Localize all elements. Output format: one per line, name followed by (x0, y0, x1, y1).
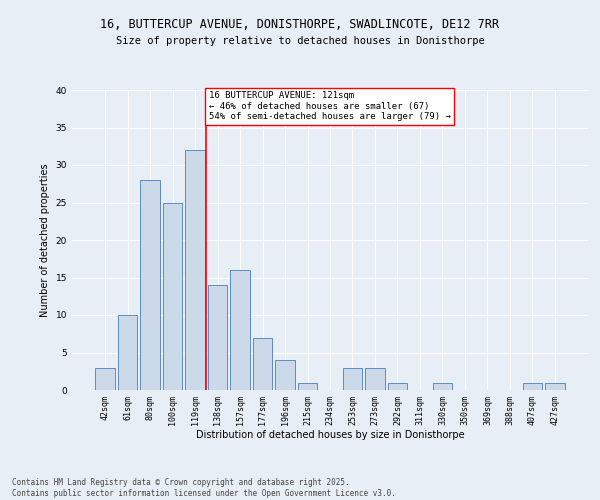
Bar (298, 382, 317, 390)
Bar (433, 382, 452, 390)
Bar (388, 382, 407, 390)
Bar (523, 382, 542, 390)
Text: Contains HM Land Registry data © Crown copyright and database right 2025.
Contai: Contains HM Land Registry data © Crown c… (12, 478, 396, 498)
Bar (253, 338, 272, 390)
Bar (343, 368, 362, 390)
Bar (275, 360, 295, 390)
Bar (163, 202, 182, 390)
Text: 16, BUTTERCUP AVENUE, DONISTHORPE, SWADLINCOTE, DE12 7RR: 16, BUTTERCUP AVENUE, DONISTHORPE, SWADL… (101, 18, 499, 30)
Bar (118, 315, 137, 390)
Bar (95, 368, 115, 390)
Bar (208, 285, 227, 390)
Bar (185, 150, 205, 390)
Bar (230, 270, 250, 390)
Bar (140, 180, 160, 390)
Text: 16 BUTTERCUP AVENUE: 121sqm
← 46% of detached houses are smaller (67)
54% of sem: 16 BUTTERCUP AVENUE: 121sqm ← 46% of det… (209, 92, 451, 122)
Y-axis label: Number of detached properties: Number of detached properties (40, 163, 50, 317)
Bar (545, 382, 565, 390)
Bar (365, 368, 385, 390)
Text: Size of property relative to detached houses in Donisthorpe: Size of property relative to detached ho… (116, 36, 484, 46)
X-axis label: Distribution of detached houses by size in Donisthorpe: Distribution of detached houses by size … (196, 430, 464, 440)
